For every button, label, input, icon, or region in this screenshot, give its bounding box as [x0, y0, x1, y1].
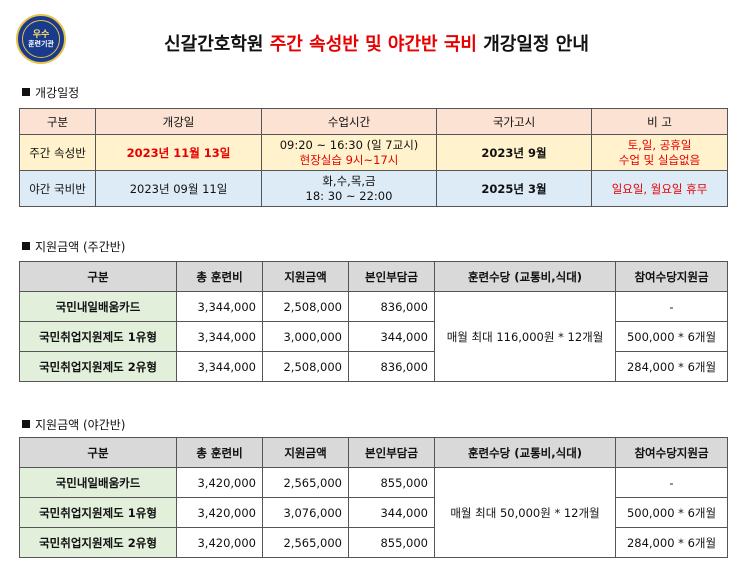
participation-allowance: 500,000 * 6개월 [615, 497, 728, 528]
program-name: 국민취업지원제도 1유형 [19, 497, 177, 528]
square-bullet-icon [22, 242, 30, 250]
total-fee: 3,344,000 [176, 291, 263, 322]
program-name: 국민취업지원제도 2유형 [19, 527, 177, 558]
training-institution-logo: 우수 훈련기관 [16, 14, 66, 64]
night-header-cell: 훈련수당 (교통비,식대) [434, 437, 616, 468]
table-row: 국민취업지원제도 2유형 3,344,000 2,508,000 836,000… [19, 351, 728, 382]
table-row: 국민내일배움카드 3,344,000 2,508,000 836,000 매월 … [19, 291, 728, 382]
participation-allowance: - [615, 467, 728, 498]
square-bullet-icon [22, 88, 30, 96]
day-support-heading-text: 지원금액 (주간반) [35, 240, 126, 254]
support-amount: 2,565,000 [262, 527, 349, 558]
table-row: 국민내일배움카드 3,420,000 2,565,000 855,000 매월 … [19, 467, 728, 558]
schedule-note-line2: 수업 및 실습없음 [618, 152, 701, 167]
schedule-header-cell: 개강일 [95, 108, 262, 135]
night-header-cell: 구분 [19, 437, 177, 468]
schedule-exam: 2023년 9월 [436, 134, 592, 171]
schedule-note-line1: 토,일, 공휴일 [627, 137, 692, 152]
schedule-category: 야간 국비반 [19, 170, 96, 207]
schedule-time: 09:20 ~ 16:30 (일 7교시) 현장실습 9시~17시 [261, 134, 437, 171]
schedule-table: 구분 개강일 수업시간 국가고시 비 고 주간 속성반 2023년 11월 13… [19, 108, 728, 207]
schedule-note: 토,일, 공휴일 수업 및 실습없음 [591, 134, 728, 171]
night-support-heading: 지원금액 (야간반) [22, 416, 125, 433]
support-amount: 3,076,000 [262, 497, 349, 528]
day-header-cell: 본인부담금 [348, 261, 435, 292]
support-amount: 3,000,000 [262, 321, 349, 352]
night-support-heading-text: 지원금액 (야간반) [35, 418, 126, 432]
page-title: 신갈간호학원 주간 속성반 및 야간반 국비 개강일정 안내 [0, 30, 753, 56]
self-pay: 855,000 [348, 467, 435, 498]
schedule-note: 일요일, 월요일 휴무 [591, 170, 728, 207]
program-name: 국민내일배움카드 [19, 467, 177, 498]
night-header-cell: 지원금액 [262, 437, 349, 468]
schedule-time-line1: 화,수,목,금 [322, 173, 376, 188]
support-amount: 2,508,000 [262, 291, 349, 322]
night-support-table: 구분 총 훈련비 지원금액 본인부담금 훈련수당 (교통비,식대) 참여수당지원… [19, 437, 728, 558]
schedule-heading: 개강일정 [22, 84, 79, 101]
day-support-table: 구분 총 훈련비 지원금액 본인부담금 훈련수당 (교통비,식대) 참여수당지원… [19, 261, 728, 382]
total-fee: 3,420,000 [176, 527, 263, 558]
self-pay: 836,000 [348, 291, 435, 322]
schedule-row-day: 주간 속성반 2023년 11월 13일 09:20 ~ 16:30 (일 7교… [19, 134, 728, 171]
self-pay: 836,000 [348, 351, 435, 382]
total-fee: 3,344,000 [176, 321, 263, 352]
day-header-row: 구분 총 훈련비 지원금액 본인부담금 훈련수당 (교통비,식대) 참여수당지원… [19, 261, 728, 292]
day-header-cell: 구분 [19, 261, 177, 292]
schedule-category: 주간 속성반 [19, 134, 96, 171]
schedule-time-line2: 현장실습 9시~17시 [299, 152, 399, 167]
logo-ring [22, 20, 60, 58]
schedule-header-row: 구분 개강일 수업시간 국가고시 비 고 [19, 108, 728, 135]
schedule-start-date: 2023년 09월 11일 [95, 170, 262, 207]
program-name: 국민취업지원제도 1유형 [19, 321, 177, 352]
schedule-header-cell: 비 고 [591, 108, 728, 135]
program-name: 국민내일배움카드 [19, 291, 177, 322]
participation-allowance: 500,000 * 6개월 [615, 321, 728, 352]
schedule-header-cell: 수업시간 [261, 108, 437, 135]
day-header-cell: 총 훈련비 [176, 261, 263, 292]
total-fee: 3,420,000 [176, 497, 263, 528]
self-pay: 344,000 [348, 497, 435, 528]
title-highlight: 주간 속성반 및 야간반 국비 [269, 34, 477, 55]
table-row: 국민취업지원제도 1유형 3,420,000 3,076,000 344,000… [19, 497, 728, 528]
schedule-time-line2: 18: 30 ~ 22:00 [305, 188, 393, 203]
participation-allowance: 284,000 * 6개월 [615, 527, 728, 558]
self-pay: 344,000 [348, 321, 435, 352]
day-header-cell: 훈련수당 (교통비,식대) [434, 261, 616, 292]
schedule-heading-text: 개강일정 [35, 86, 80, 100]
training-allowance: 매월 최대 116,000원 * 12개월 [434, 291, 616, 382]
participation-allowance: 284,000 * 6개월 [615, 351, 728, 382]
title-part2: 개강일정 안내 [476, 34, 589, 55]
night-header-cell: 총 훈련비 [176, 437, 263, 468]
schedule-time-line1: 09:20 ~ 16:30 (일 7교시) [279, 137, 419, 152]
total-fee: 3,420,000 [176, 467, 263, 498]
schedule-header-cell: 구분 [19, 108, 96, 135]
table-row: 국민취업지원제도 2유형 3,420,000 2,565,000 855,000… [19, 527, 728, 558]
training-allowance: 매월 최대 50,000원 * 12개월 [434, 467, 616, 558]
table-row: 국민취업지원제도 1유형 3,344,000 3,000,000 344,000… [19, 321, 728, 352]
day-support-heading: 지원금액 (주간반) [22, 238, 125, 255]
program-name: 국민취업지원제도 2유형 [19, 351, 177, 382]
support-amount: 2,508,000 [262, 351, 349, 382]
night-header-cell: 참여수당지원금 [615, 437, 728, 468]
schedule-start-date: 2023년 11월 13일 [95, 134, 262, 171]
day-header-cell: 참여수당지원금 [615, 261, 728, 292]
schedule-header-cell: 국가고시 [436, 108, 592, 135]
total-fee: 3,344,000 [176, 351, 263, 382]
participation-allowance: - [615, 291, 728, 322]
day-header-cell: 지원금액 [262, 261, 349, 292]
night-header-row: 구분 총 훈련비 지원금액 본인부담금 훈련수당 (교통비,식대) 참여수당지원… [19, 437, 728, 468]
schedule-time: 화,수,목,금 18: 30 ~ 22:00 [261, 170, 437, 207]
schedule-exam: 2025년 3월 [436, 170, 592, 207]
self-pay: 855,000 [348, 527, 435, 558]
square-bullet-icon [22, 420, 30, 428]
support-amount: 2,565,000 [262, 467, 349, 498]
night-header-cell: 본인부담금 [348, 437, 435, 468]
title-part1: 신갈간호학원 [164, 34, 270, 55]
schedule-row-night: 야간 국비반 2023년 09월 11일 화,수,목,금 18: 30 ~ 22… [19, 170, 728, 207]
